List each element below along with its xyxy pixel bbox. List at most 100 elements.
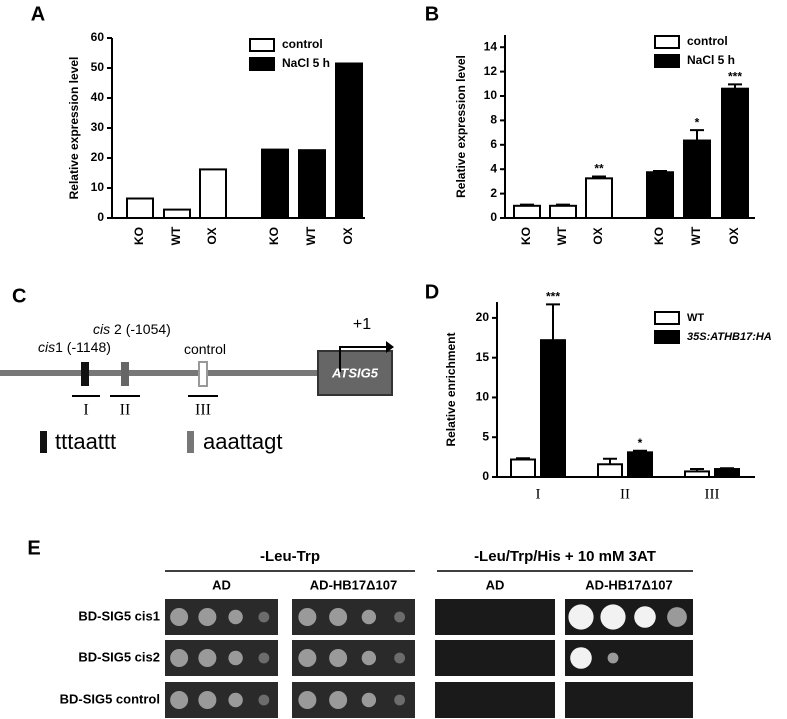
site-label: cis 2 (-1054) xyxy=(93,321,171,337)
motif-swatch xyxy=(187,431,194,453)
yeast-spot xyxy=(394,694,406,706)
y-tick-label: 6 xyxy=(490,137,497,151)
legend-label: NaCl 5 h xyxy=(282,56,330,70)
y-tick-label: 15 xyxy=(476,350,490,364)
x-tick-label: WT xyxy=(689,226,703,245)
control-box xyxy=(198,361,208,387)
motif-label: aaattagt xyxy=(203,429,283,454)
panel-label: B xyxy=(425,3,439,25)
error-bar xyxy=(633,449,647,453)
column-label: AD xyxy=(486,577,505,592)
yeast-spot xyxy=(329,691,348,709)
error-bar xyxy=(556,203,570,206)
bar xyxy=(335,62,363,219)
y-tick-label: 10 xyxy=(484,88,498,102)
x-tick-label: KO xyxy=(132,227,146,245)
region-label: III xyxy=(195,402,211,419)
gene-box xyxy=(317,350,393,396)
bar xyxy=(199,168,227,219)
error-bar xyxy=(690,129,704,141)
yeast-spot xyxy=(570,647,592,669)
significance-label: *** xyxy=(728,70,742,84)
bar xyxy=(540,339,566,478)
yeast-spot xyxy=(228,692,243,708)
yeast-spot xyxy=(394,611,406,623)
site-label-text: 1 (-1148) xyxy=(55,339,111,355)
x-tick-label: OX xyxy=(591,227,605,244)
panel-label: D xyxy=(425,281,439,303)
yeast-spot xyxy=(667,607,687,627)
cis1-box xyxy=(81,362,89,386)
site-label-text: control xyxy=(184,341,226,357)
site-label-italic: cis xyxy=(38,339,55,355)
y-axis-label: Relative expression level xyxy=(454,55,468,198)
yeast-spot xyxy=(198,608,217,626)
x-tick-label: OX xyxy=(727,227,741,244)
yeast-spot xyxy=(361,650,377,666)
y-tick-label: 30 xyxy=(91,120,105,134)
legend-swatch xyxy=(654,330,680,344)
yeast-spot xyxy=(258,611,270,623)
y-tick-label: 0 xyxy=(490,210,497,224)
plate-image xyxy=(565,682,693,718)
gene-label: ATSIG5 xyxy=(331,365,379,380)
bar xyxy=(513,204,541,220)
bar xyxy=(684,470,710,479)
yeast-spot xyxy=(170,608,189,626)
yeast-spot xyxy=(198,691,217,709)
yeast-spot xyxy=(329,608,348,626)
x-tick-label: KO xyxy=(652,227,666,245)
y-tick-label: 8 xyxy=(490,113,497,127)
y-tick-label: 2 xyxy=(490,186,497,200)
x-tick-label: KO xyxy=(519,227,533,245)
panel-label: C xyxy=(12,285,26,307)
yeast-spot xyxy=(198,649,217,667)
yeast-spot xyxy=(170,649,189,667)
significance-label: ** xyxy=(594,162,604,176)
bar xyxy=(163,208,191,220)
bar xyxy=(126,197,154,219)
row-label: BD-SIG5 cis2 xyxy=(78,649,160,664)
bar xyxy=(597,463,623,479)
tss-arrow xyxy=(339,346,386,372)
yeast-spot xyxy=(600,604,626,630)
yeast-spot xyxy=(298,691,317,709)
y-tick-label: 5 xyxy=(482,429,489,443)
legend-label: WT xyxy=(687,312,704,324)
legend-swatch xyxy=(654,54,680,68)
error-bar xyxy=(720,467,734,470)
yeast-spot xyxy=(634,606,656,628)
error-bar xyxy=(516,457,530,460)
y-tick-label: 10 xyxy=(91,180,105,194)
yeast-spot xyxy=(361,609,377,625)
plate-image xyxy=(435,682,555,718)
y-tick-label: 40 xyxy=(91,90,105,104)
yeast-spot xyxy=(607,652,619,664)
bar xyxy=(261,148,289,220)
y-tick-label: 12 xyxy=(484,64,498,78)
yeast-spot xyxy=(170,691,189,709)
x-tick-label: OX xyxy=(341,227,355,244)
motif-label: tttaattt xyxy=(55,429,116,454)
error-bar xyxy=(592,175,606,179)
legend-label: control xyxy=(687,34,728,48)
yeast-spot xyxy=(298,649,317,667)
x-tick-label: WT xyxy=(555,226,569,245)
promoter-diagram xyxy=(0,341,394,453)
error-bar xyxy=(653,170,667,173)
cis2-box xyxy=(121,362,129,386)
error-bar xyxy=(520,203,534,206)
significance-label: * xyxy=(695,115,700,129)
tss-label: +1 xyxy=(353,316,371,333)
legend-label: 35S:ATHB17:HA xyxy=(687,331,772,343)
y-tick-label: 10 xyxy=(476,390,490,404)
y-tick-label: 20 xyxy=(91,150,105,164)
x-tick-label: I xyxy=(536,486,541,502)
y-tick-label: 4 xyxy=(490,161,497,175)
error-bar xyxy=(603,457,617,465)
significance-label: *** xyxy=(546,290,560,304)
bar xyxy=(646,171,674,219)
bar xyxy=(298,149,326,219)
condition-label: -Leu-Trp xyxy=(260,548,320,565)
yeast-spot xyxy=(329,649,348,667)
